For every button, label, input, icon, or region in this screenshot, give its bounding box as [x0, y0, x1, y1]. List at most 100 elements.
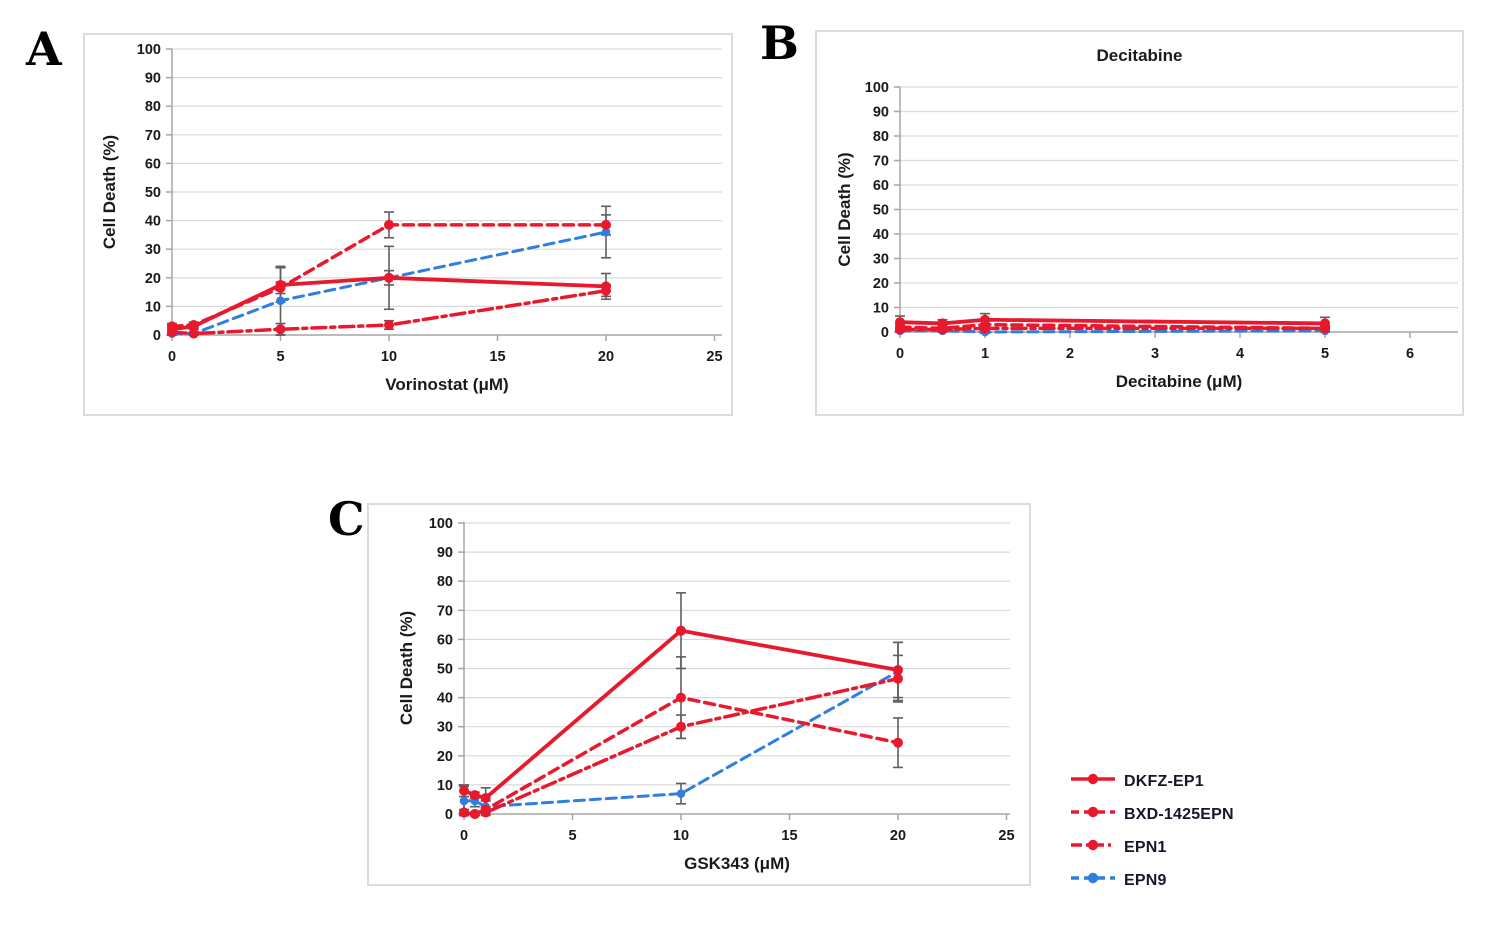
svg-text:0: 0 — [896, 346, 904, 362]
data-point-marker — [459, 785, 469, 796]
data-point-marker — [676, 721, 686, 732]
svg-text:10: 10 — [437, 778, 453, 794]
series-line-EPN9 — [898, 329, 1327, 334]
data-point-marker — [188, 328, 199, 339]
svg-text:50: 50 — [437, 662, 453, 678]
tick-labels: 0 10 20 30 40 50 60 70 80 90 100 0 5 10 15 20 25 — [429, 516, 1015, 844]
legend-item-epn1: EPN1 — [1070, 838, 1234, 857]
series-line-BXD-1425EPN — [898, 322, 1327, 331]
svg-text:90: 90 — [145, 71, 161, 87]
svg-text:30: 30 — [873, 252, 889, 268]
svg-text:6: 6 — [1406, 346, 1414, 362]
series-markers — [167, 219, 611, 339]
data-point-marker — [384, 219, 394, 230]
svg-text:5: 5 — [276, 349, 284, 365]
svg-text:0: 0 — [881, 325, 889, 341]
svg-text:10: 10 — [145, 299, 161, 315]
svg-text:30: 30 — [145, 242, 161, 258]
svg-text:10: 10 — [873, 301, 889, 317]
legend-item-bxd-1425epn: BXD-1425EPN — [1070, 805, 1234, 824]
svg-text:70: 70 — [873, 154, 889, 170]
figure-panel-vorinostat: 0 10 20 30 40 50 60 70 80 90 100 0 5 10 15 20 25 Vorinost… — [83, 33, 733, 416]
vorinostat-chart: 0 10 20 30 40 50 60 70 80 90 100 0 5 10 15 20 25 Vorinost… — [85, 35, 731, 414]
data-point-marker — [469, 790, 480, 801]
axes — [894, 86, 1458, 338]
data-point-marker — [601, 227, 611, 237]
svg-text:70: 70 — [437, 603, 453, 619]
data-point-marker — [459, 796, 469, 806]
svg-text:15: 15 — [781, 828, 797, 844]
svg-text:3: 3 — [1151, 346, 1159, 362]
svg-text:4: 4 — [1236, 346, 1244, 362]
svg-text:10: 10 — [673, 828, 689, 844]
svg-text:60: 60 — [873, 178, 889, 194]
svg-text:1: 1 — [981, 346, 989, 362]
gridlines — [900, 86, 1458, 309]
svg-text:40: 40 — [437, 691, 453, 707]
data-point-marker — [1320, 318, 1330, 329]
axes — [166, 48, 722, 341]
tick-labels: 0 10 20 30 40 50 60 70 80 90 100 0 1 2 3 4 5 6 — [865, 80, 1414, 362]
gridlines — [172, 48, 722, 307]
data-point-marker — [937, 318, 948, 329]
x-axis-title: Decitabine (μM) — [1116, 372, 1243, 391]
legend-line-sample-dashed-red — [1070, 803, 1116, 826]
svg-text:15: 15 — [489, 349, 505, 365]
legend-line-sample-dashed-blue — [1070, 869, 1116, 892]
axis-titles: GSK343 (μM) Cell Death (%) — [397, 611, 790, 873]
data-point-marker — [676, 789, 686, 798]
data-point-marker — [893, 737, 903, 748]
legend-line-sample-solid-red — [1070, 770, 1116, 793]
svg-text:0: 0 — [153, 328, 161, 344]
chart-canvas-C: 0 10 20 30 40 50 60 70 80 90 100 0 5 10 15 20 25 GSK343 (… — [397, 516, 1015, 873]
data-point-marker — [895, 317, 905, 328]
data-point-marker — [275, 279, 286, 290]
data-point-marker — [893, 673, 903, 684]
svg-text:20: 20 — [890, 828, 906, 844]
svg-text:100: 100 — [429, 516, 453, 532]
svg-text:100: 100 — [137, 42, 161, 58]
y-axis-title: Cell Death (%) — [397, 611, 416, 725]
data-point-marker — [459, 807, 469, 818]
legend-label: EPN9 — [1124, 871, 1167, 889]
legend-label: EPN1 — [1124, 838, 1167, 856]
svg-text:30: 30 — [437, 720, 453, 736]
axis-titles: Vorinostat (μM) Cell Death (%) — [100, 135, 509, 394]
data-point-marker — [276, 296, 285, 305]
svg-text:10: 10 — [381, 349, 397, 365]
legend: DKFZ-EP1 BXD-1425EPN EPN1 EPN9 — [1070, 772, 1234, 890]
svg-text:60: 60 — [145, 156, 161, 172]
svg-text:5: 5 — [568, 828, 576, 844]
data-point-marker — [167, 324, 177, 335]
data-point-marker — [480, 804, 491, 815]
svg-text:0: 0 — [168, 349, 176, 365]
svg-text:50: 50 — [145, 185, 161, 201]
svg-text:2: 2 — [1066, 346, 1074, 362]
svg-text:50: 50 — [873, 203, 889, 219]
data-point-marker — [676, 625, 686, 636]
svg-text:70: 70 — [145, 128, 161, 144]
svg-text:25: 25 — [998, 828, 1014, 844]
series-line-EPN1 — [898, 326, 1327, 332]
data-point-marker — [980, 314, 990, 325]
svg-text:80: 80 — [437, 574, 453, 590]
data-point-marker — [188, 321, 199, 332]
series-lines — [898, 317, 1327, 334]
figure-panel-gsk343: 0 10 20 30 40 50 60 70 80 90 100 0 5 10 15 20 25 GSK343 (… — [367, 503, 1031, 886]
axes — [458, 522, 1010, 820]
svg-text:80: 80 — [145, 99, 161, 115]
svg-text:20: 20 — [145, 271, 161, 287]
data-point-marker — [601, 219, 611, 230]
svg-text:5: 5 — [1321, 346, 1329, 362]
y-axis-title: Cell Death (%) — [100, 135, 119, 249]
svg-text:20: 20 — [598, 349, 614, 365]
data-point-marker — [480, 792, 491, 803]
svg-text:60: 60 — [437, 632, 453, 648]
data-point-marker — [601, 281, 611, 292]
legend-line-sample-dashdot-red — [1070, 836, 1116, 859]
chart-canvas-B: 0 10 20 30 40 50 60 70 80 90 100 0 1 2 3 4 5 6 Decitabine … — [835, 80, 1458, 391]
data-point-marker — [893, 664, 903, 675]
data-point-marker — [384, 272, 394, 283]
svg-text:80: 80 — [873, 129, 889, 145]
